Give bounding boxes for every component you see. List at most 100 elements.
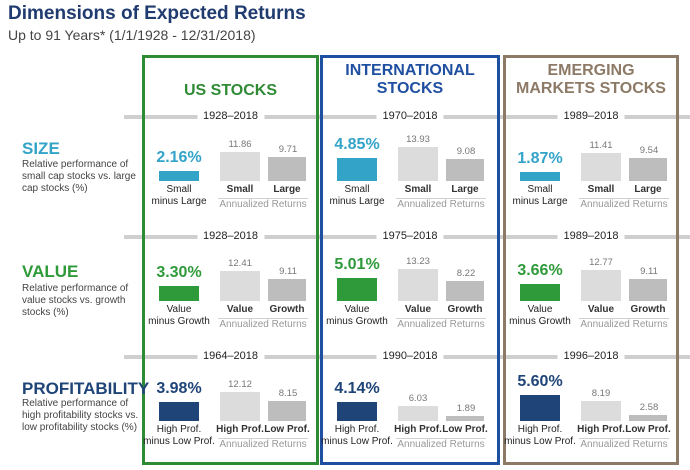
premium-value-label: 5.01% — [334, 255, 380, 273]
column-header-em: EMERGING — [547, 62, 635, 79]
premium-category-label: High Prof. — [156, 424, 202, 435]
annualized-bar — [220, 391, 260, 421]
annualized-value-label: 11.41 — [589, 140, 613, 152]
premium-category-label: minus Low Prof. — [143, 436, 215, 447]
annualized-returns-label: Annualized Returns — [580, 199, 668, 210]
premium-category-label: minus Growth — [509, 316, 571, 327]
row-title-size: SIZE — [22, 139, 60, 158]
annualized-value-label: 2.58 — [639, 401, 659, 413]
premium-category-label: High Prof. — [517, 424, 563, 435]
annualized-bar — [629, 414, 667, 421]
annualized-value-label: 12.77 — [589, 256, 613, 268]
annualized-bar — [220, 152, 260, 181]
annualized-bar — [581, 153, 621, 181]
period-label: 1928–2018 — [196, 110, 265, 122]
annualized-value-label: 9.54 — [639, 144, 659, 156]
annualized-returns-label: Annualized Returns — [580, 439, 668, 450]
column-header-intl: STOCKS — [376, 80, 444, 97]
premium-category-label: minus Growth — [148, 316, 210, 327]
annualized-value-label: 8.22 — [456, 268, 476, 280]
annualized-value-label: 13.23 — [406, 255, 430, 267]
annualized-value-label: 11.86 — [228, 139, 252, 151]
premium-value-label: 4.85% — [334, 136, 380, 154]
annualized-bar — [629, 157, 667, 181]
annualized-value-label: 8.15 — [278, 388, 298, 400]
annualized-value-label: 13.93 — [406, 134, 430, 146]
premium-category-label: High Prof. — [334, 424, 380, 435]
annualized-value-label: 12.41 — [228, 257, 252, 269]
premium-bar — [520, 394, 560, 421]
annualized-returns-label: Annualized Returns — [219, 199, 307, 210]
premium-bar — [520, 283, 560, 301]
premium-category-label: Value — [527, 304, 553, 315]
annualized-value-label: 9.71 — [278, 144, 298, 156]
annualized-category-label: Small — [226, 184, 254, 195]
premium-category-label: minus Large — [151, 196, 207, 207]
row-title-profitability: PROFITABILITY — [22, 379, 150, 398]
annualized-category-label: Small — [404, 184, 432, 195]
period-label: 1970–2018 — [376, 110, 444, 122]
annualized-returns-label: Annualized Returns — [397, 439, 485, 450]
row-description-value: Relative performance of value stocks vs.… — [22, 283, 129, 318]
annualized-value-label: 6.03 — [408, 393, 428, 405]
annualized-bar — [398, 147, 438, 181]
annualized-divider — [218, 198, 308, 199]
annualized-value-label: 1.89 — [456, 403, 476, 415]
premium-bar — [159, 402, 199, 421]
annualized-value-label: 9.11 — [640, 265, 658, 277]
period-label: 1990–2018 — [376, 350, 444, 362]
annualized-category-label: Growth — [269, 304, 305, 315]
annualized-category-label: High Prof. — [577, 424, 625, 435]
premium-category-label: minus Growth — [326, 316, 388, 327]
annualized-category-label: Large — [634, 184, 662, 195]
premium-value-label: 5.60% — [517, 372, 563, 390]
premium-category-label: Value — [166, 304, 192, 315]
premium-value-label: 3.30% — [156, 263, 202, 281]
page-title: Dimensions of Expected Returns — [8, 3, 306, 24]
annualized-bar — [268, 278, 306, 301]
column-box-intl — [320, 55, 500, 465]
period-label: 1975–2018 — [376, 230, 444, 242]
annualized-divider — [396, 198, 486, 199]
annualized-category-label: Low Prof. — [442, 424, 488, 435]
premium-category-label: minus Low Prof. — [321, 436, 393, 447]
period-label: 1996–2018 — [557, 350, 625, 362]
annualized-bar — [268, 157, 306, 181]
annualized-category-label: Low Prof. — [264, 424, 310, 435]
row-description-profitability: Relative performance of high profitabili… — [22, 398, 139, 433]
annualized-divider — [579, 198, 669, 199]
premium-bar — [337, 401, 377, 421]
annualized-returns-label: Annualized Returns — [219, 439, 307, 450]
premium-value-label: 1.87% — [517, 150, 563, 168]
row-description-size: Relative performance of small cap stocks… — [22, 159, 136, 194]
column-box-em — [503, 55, 679, 465]
annualized-category-label: Low Prof. — [625, 424, 671, 435]
annualized-category-label: High Prof. — [394, 424, 442, 435]
premium-category-label: minus Large — [329, 196, 385, 207]
premium-category-label: Small — [527, 184, 553, 195]
page-subtitle: Up to 91 Years* (1/1/1928 - 12/31/2018) — [8, 27, 256, 43]
annualized-category-label: Value — [587, 304, 615, 315]
premium-bar — [520, 172, 560, 181]
annualized-value-label: 8.19 — [591, 388, 611, 400]
annualized-divider — [396, 438, 486, 439]
premium-value-label: 3.66% — [517, 261, 563, 279]
period-label: 1989–2018 — [557, 230, 625, 242]
annualized-bar — [629, 278, 667, 301]
premium-bar — [337, 158, 377, 181]
annualized-returns-label: Annualized Returns — [580, 319, 668, 330]
annualized-bar — [398, 268, 438, 301]
period-label: 1928–2018 — [196, 230, 265, 242]
annualized-category-label: Large — [273, 184, 301, 195]
annualized-category-label: Large — [451, 184, 479, 195]
annualized-category-label: High Prof. — [216, 424, 264, 435]
annualized-category-label: Value — [226, 304, 254, 315]
column-header-us: US STOCKS — [183, 82, 278, 99]
premium-category-label: Small — [344, 184, 370, 195]
annualized-returns-label: Annualized Returns — [219, 319, 307, 330]
premium-value-label: 3.98% — [156, 380, 202, 398]
annualized-category-label: Growth — [447, 304, 483, 315]
column-box-us — [142, 55, 319, 465]
annualized-value-label: 9.11 — [279, 265, 297, 277]
annualized-bar — [398, 406, 438, 421]
